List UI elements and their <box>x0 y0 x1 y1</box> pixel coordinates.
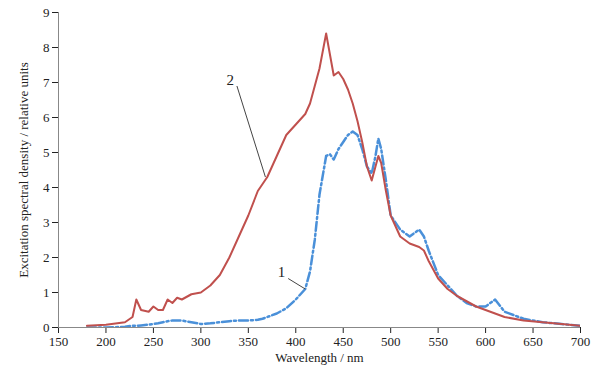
svg-text:Wavelength / nm: Wavelength / nm <box>275 350 364 365</box>
svg-text:3: 3 <box>43 215 50 230</box>
svg-text:1: 1 <box>278 264 286 280</box>
svg-text:600: 600 <box>476 334 496 349</box>
svg-text:300: 300 <box>191 334 211 349</box>
svg-text:350: 350 <box>239 334 259 349</box>
svg-text:2: 2 <box>226 72 234 88</box>
svg-text:6: 6 <box>43 110 50 125</box>
svg-text:450: 450 <box>333 334 353 349</box>
svg-text:0: 0 <box>43 320 50 335</box>
svg-text:8: 8 <box>43 40 50 55</box>
svg-text:Excitation spectral density /: Excitation spectral density / relative u… <box>16 62 31 278</box>
svg-text:4: 4 <box>43 180 50 195</box>
svg-text:1: 1 <box>43 285 50 300</box>
svg-text:150: 150 <box>49 334 69 349</box>
svg-text:700: 700 <box>571 334 591 349</box>
svg-text:500: 500 <box>381 334 401 349</box>
svg-text:7: 7 <box>43 75 50 90</box>
svg-text:400: 400 <box>286 334 306 349</box>
svg-text:5: 5 <box>43 145 50 160</box>
svg-text:250: 250 <box>144 334 164 349</box>
svg-text:200: 200 <box>96 334 116 349</box>
svg-text:550: 550 <box>428 334 448 349</box>
svg-text:650: 650 <box>523 334 543 349</box>
svg-text:9: 9 <box>43 5 50 20</box>
svg-text:2: 2 <box>43 250 50 265</box>
